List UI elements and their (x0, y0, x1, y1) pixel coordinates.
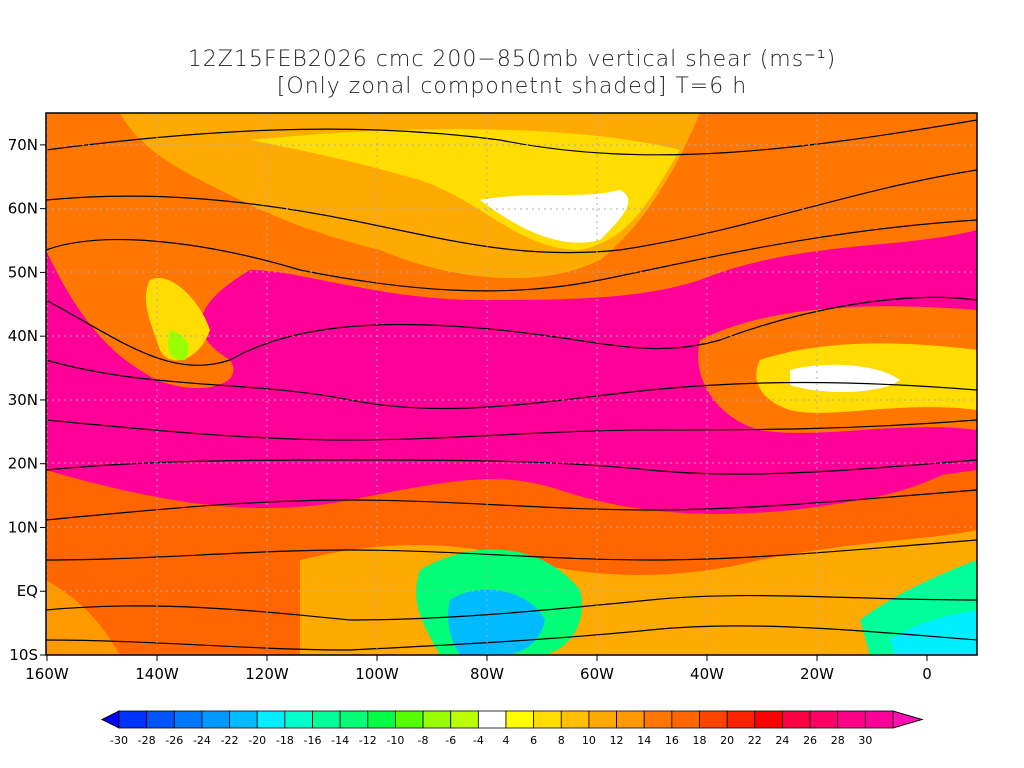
colorbar-swatch (284, 710, 313, 729)
colorbar-swatch (864, 710, 894, 729)
lon-label: 160W (25, 665, 69, 683)
colorbar-swatch (450, 710, 479, 729)
colorbar-label: 24 (775, 734, 789, 747)
lon-label: 120W (245, 665, 289, 683)
colorbar-swatch (837, 710, 866, 729)
lon-label: 100W (355, 665, 399, 683)
colorbar-swatch (118, 710, 148, 729)
colorbar-label: -4 (473, 734, 484, 747)
colorbar-label: 28 (831, 734, 845, 747)
lat-label: 60N (8, 200, 38, 218)
lon-label: 40W (690, 665, 724, 683)
colorbar-label: 6 (530, 734, 537, 747)
streamlines (46, 119, 977, 651)
lon-label: 20W (800, 665, 834, 683)
colorbar-swatch (395, 710, 424, 729)
colorbar-label: 14 (637, 734, 651, 747)
colorbar-low-arrow (100, 710, 120, 729)
colorbar-swatch (754, 710, 783, 729)
colorbar-label: -10 (386, 734, 404, 747)
map-frame (45, 112, 978, 656)
lat-label: EQ (17, 582, 38, 600)
colorbar-label: 22 (748, 734, 762, 747)
lat-label: 50N (8, 263, 38, 281)
colorbar-label: 16 (665, 734, 679, 747)
colorbar-label: -12 (359, 734, 377, 747)
colorbar-label: 4 (503, 734, 510, 747)
lon-label: 140W (135, 665, 179, 683)
lat-label: 30N (8, 391, 38, 409)
grid-lines (46, 113, 977, 655)
colorbar-swatch (339, 710, 369, 729)
colorbar-swatch (588, 710, 617, 729)
colorbar-swatch (312, 710, 341, 729)
colorbar-label: 18 (693, 734, 707, 747)
colorbar-label: -16 (304, 734, 322, 747)
colorbar-label: 26 (803, 734, 817, 747)
colorbar-swatch (560, 710, 590, 729)
colorbar: -30 -28 -26 -24 -22 -20 -18 -16 -14 -12 -10 -8 -6 -4 4… (100, 710, 924, 747)
colorbar-swatch (256, 710, 286, 729)
colorbar-swatch (671, 710, 700, 729)
colorbar-swatch (616, 710, 645, 729)
colorbar-label: -24 (193, 734, 211, 747)
colorbar-label: -20 (248, 734, 266, 747)
colorbar-swatch (533, 710, 562, 729)
colorbar-swatch (643, 710, 673, 729)
colorbar-swatch (699, 710, 728, 729)
lat-label: 70N (8, 136, 38, 154)
colorbar-label: -22 (221, 734, 239, 747)
colorbar-label: 10 (582, 734, 596, 747)
colorbar-label: 20 (720, 734, 734, 747)
colorbar-label: -6 (445, 734, 456, 747)
colorbar-swatch (229, 710, 258, 729)
lon-label: 80W (470, 665, 504, 683)
lat-label: 20N (8, 455, 38, 473)
colorbar-swatch (201, 710, 230, 729)
colorbar-label: -8 (418, 734, 429, 747)
colorbar-label: -30 (110, 734, 128, 747)
lat-label: 40N (8, 327, 38, 345)
lat-label: 10N (8, 518, 38, 536)
colorbar-swatch (367, 710, 396, 729)
colorbar-swatch (726, 710, 756, 729)
colorbar-label: -14 (331, 734, 349, 747)
lat-label: 10S (9, 646, 38, 664)
colorbar-label: 12 (610, 734, 624, 747)
colorbar-swatch (173, 710, 203, 729)
colorbar-label: 30 (858, 734, 872, 747)
shaded-field (46, 113, 977, 655)
colorbar-swatch (782, 710, 811, 729)
colorbar-swatch (422, 710, 452, 729)
map-title: 12Z15FEB2026 cmc 200−850mb vertical shea… (187, 47, 837, 72)
lon-label: 60W (580, 665, 614, 683)
colorbar-swatch (505, 710, 535, 729)
colorbar-high-arrow (892, 710, 924, 729)
colorbar-swatch (477, 710, 507, 729)
colorbar-label: -28 (138, 734, 156, 747)
colorbar-label: -26 (165, 734, 183, 747)
colorbar-label: 8 (558, 734, 565, 747)
lon-label: 0 (922, 665, 932, 683)
map-subtitle: [Only zonal componetnt shaded] T=6 h (276, 74, 748, 99)
colorbar-swatch (809, 710, 839, 729)
colorbar-label: -18 (276, 734, 294, 747)
colorbar-swatch (146, 710, 175, 729)
